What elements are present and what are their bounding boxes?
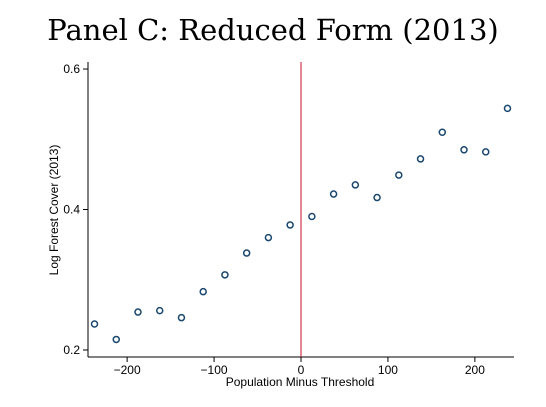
- data-point: [177, 313, 186, 322]
- y-tick-label: 0.6: [63, 62, 80, 76]
- x-tick-label: −100: [201, 363, 228, 377]
- y-axis-ticks: 0.2 0.4 0.6: [63, 62, 88, 357]
- data-point: [199, 287, 207, 296]
- x-tick-label: 100: [378, 363, 398, 377]
- data-point: [134, 308, 142, 316]
- data-point: [395, 171, 403, 179]
- chart-title: Panel C: Reduced Form (2013): [47, 13, 498, 47]
- data-point: [155, 306, 164, 315]
- data-point: [460, 146, 468, 154]
- data-point: [481, 148, 490, 156]
- data-point: [351, 181, 360, 189]
- x-tick-label: −200: [114, 363, 141, 377]
- data-point: [416, 155, 425, 163]
- data-point: [264, 233, 273, 242]
- data-points: [90, 104, 512, 344]
- x-tick-label: 200: [465, 363, 485, 377]
- data-point: [329, 190, 338, 198]
- y-tick-label: 0.2: [63, 343, 80, 357]
- x-axis-label: Population Minus Threshold: [226, 375, 375, 389]
- data-point: [373, 193, 381, 202]
- y-axis-label: Log Forest Cover (2013): [47, 145, 61, 276]
- x-axis-ticks: −200 −100 0 100 200: [114, 357, 485, 377]
- data-point: [242, 249, 251, 257]
- y-tick-label: 0.4: [63, 203, 80, 217]
- data-point: [503, 104, 512, 113]
- data-point: [308, 212, 316, 221]
- data-point: [286, 221, 294, 229]
- data-point: [438, 128, 447, 136]
- data-point: [112, 335, 121, 344]
- data-point: [221, 271, 229, 279]
- data-point: [90, 320, 99, 328]
- x-tick-label: 0: [298, 363, 305, 377]
